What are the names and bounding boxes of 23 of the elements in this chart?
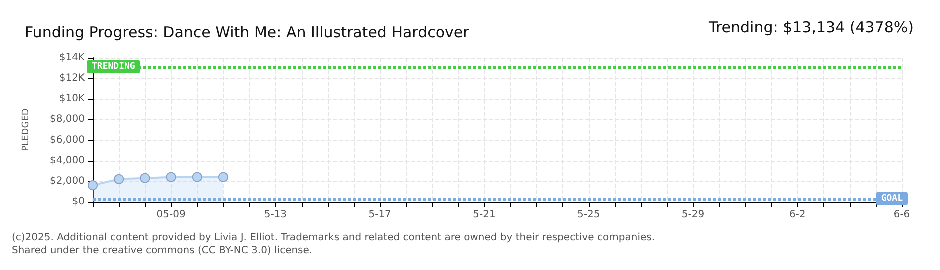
chart-title: Funding Progress: Dance With Me: An Illustrated Hardcover bbox=[25, 24, 470, 42]
x-tick-label: 05-09 bbox=[156, 210, 186, 220]
ref-line-label: GOAL bbox=[881, 194, 904, 204]
text: Shared under the creative commons (CC BY-NC 3.0) license. bbox=[12, 246, 313, 256]
x-tick-label: 5-25 bbox=[577, 210, 600, 220]
y-tick-label: $14K bbox=[59, 52, 86, 64]
x-tick-label: 5-29 bbox=[682, 210, 705, 220]
ref-line-label: TRENDING bbox=[92, 62, 136, 72]
x-tick-label: 5-13 bbox=[264, 210, 288, 220]
text: (c)2025. Additional content provided by Livia J. Elliot. Trademarks and related content are owned by their respective companies. bbox=[12, 232, 656, 244]
x-tick-label: 5-17 bbox=[368, 210, 392, 220]
text: Trending: $13,134 (4378%) bbox=[708, 18, 914, 36]
y-tick-label: $10K bbox=[59, 94, 86, 105]
y-axis-title: PLEDGED bbox=[22, 108, 32, 152]
y-tick-label: $8,000 bbox=[50, 114, 85, 126]
x-tick-label: 5-21 bbox=[473, 210, 496, 220]
x-tick-label: 6-2 bbox=[789, 210, 806, 220]
y-tick-label: $2,000 bbox=[50, 176, 85, 187]
x-tick-label: 6-6 bbox=[894, 210, 910, 220]
y-tick-label: $12K bbox=[59, 73, 86, 84]
y-tick-label: $0 bbox=[72, 196, 85, 208]
y-tick-label: $4,000 bbox=[50, 155, 85, 166]
y-tick-label: $6,000 bbox=[50, 134, 85, 146]
